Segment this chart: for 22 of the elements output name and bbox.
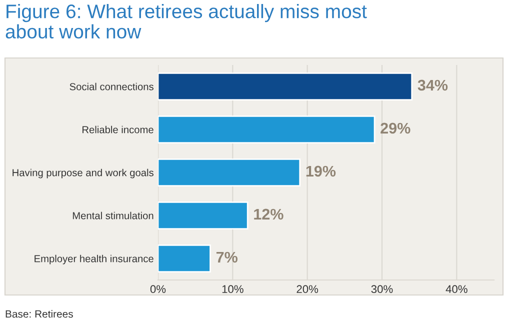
bar	[158, 158, 301, 187]
data-label: 7%	[216, 252, 238, 263]
chart-title: Figure 6: What retirees actually miss most about work now	[6, 4, 367, 39]
x-tick-label: 30%	[371, 285, 393, 294]
bar	[158, 244, 211, 273]
bar	[158, 115, 376, 144]
y-tick-label: Reliable income	[82, 126, 154, 134]
y-tick-label: Social connections	[70, 82, 154, 90]
data-label: 12%	[254, 208, 284, 220]
y-tick-label: Having purpose and work goals	[12, 168, 154, 178]
x-tick-label: 0%	[150, 285, 166, 294]
data-label: 34%	[418, 80, 448, 91]
bar	[158, 72, 413, 101]
data-label: 19%	[306, 166, 336, 177]
x-tick-label: 40%	[446, 285, 468, 294]
y-tick-label: Mental stimulation	[72, 212, 154, 220]
y-tick-label: Employer health insurance	[34, 254, 154, 264]
x-tick-label: 10%	[222, 285, 244, 294]
text: Base: Retirees	[6, 310, 73, 318]
x-tick-label: 20%	[296, 285, 318, 294]
bar	[158, 201, 248, 230]
data-label: 29%	[380, 122, 410, 134]
